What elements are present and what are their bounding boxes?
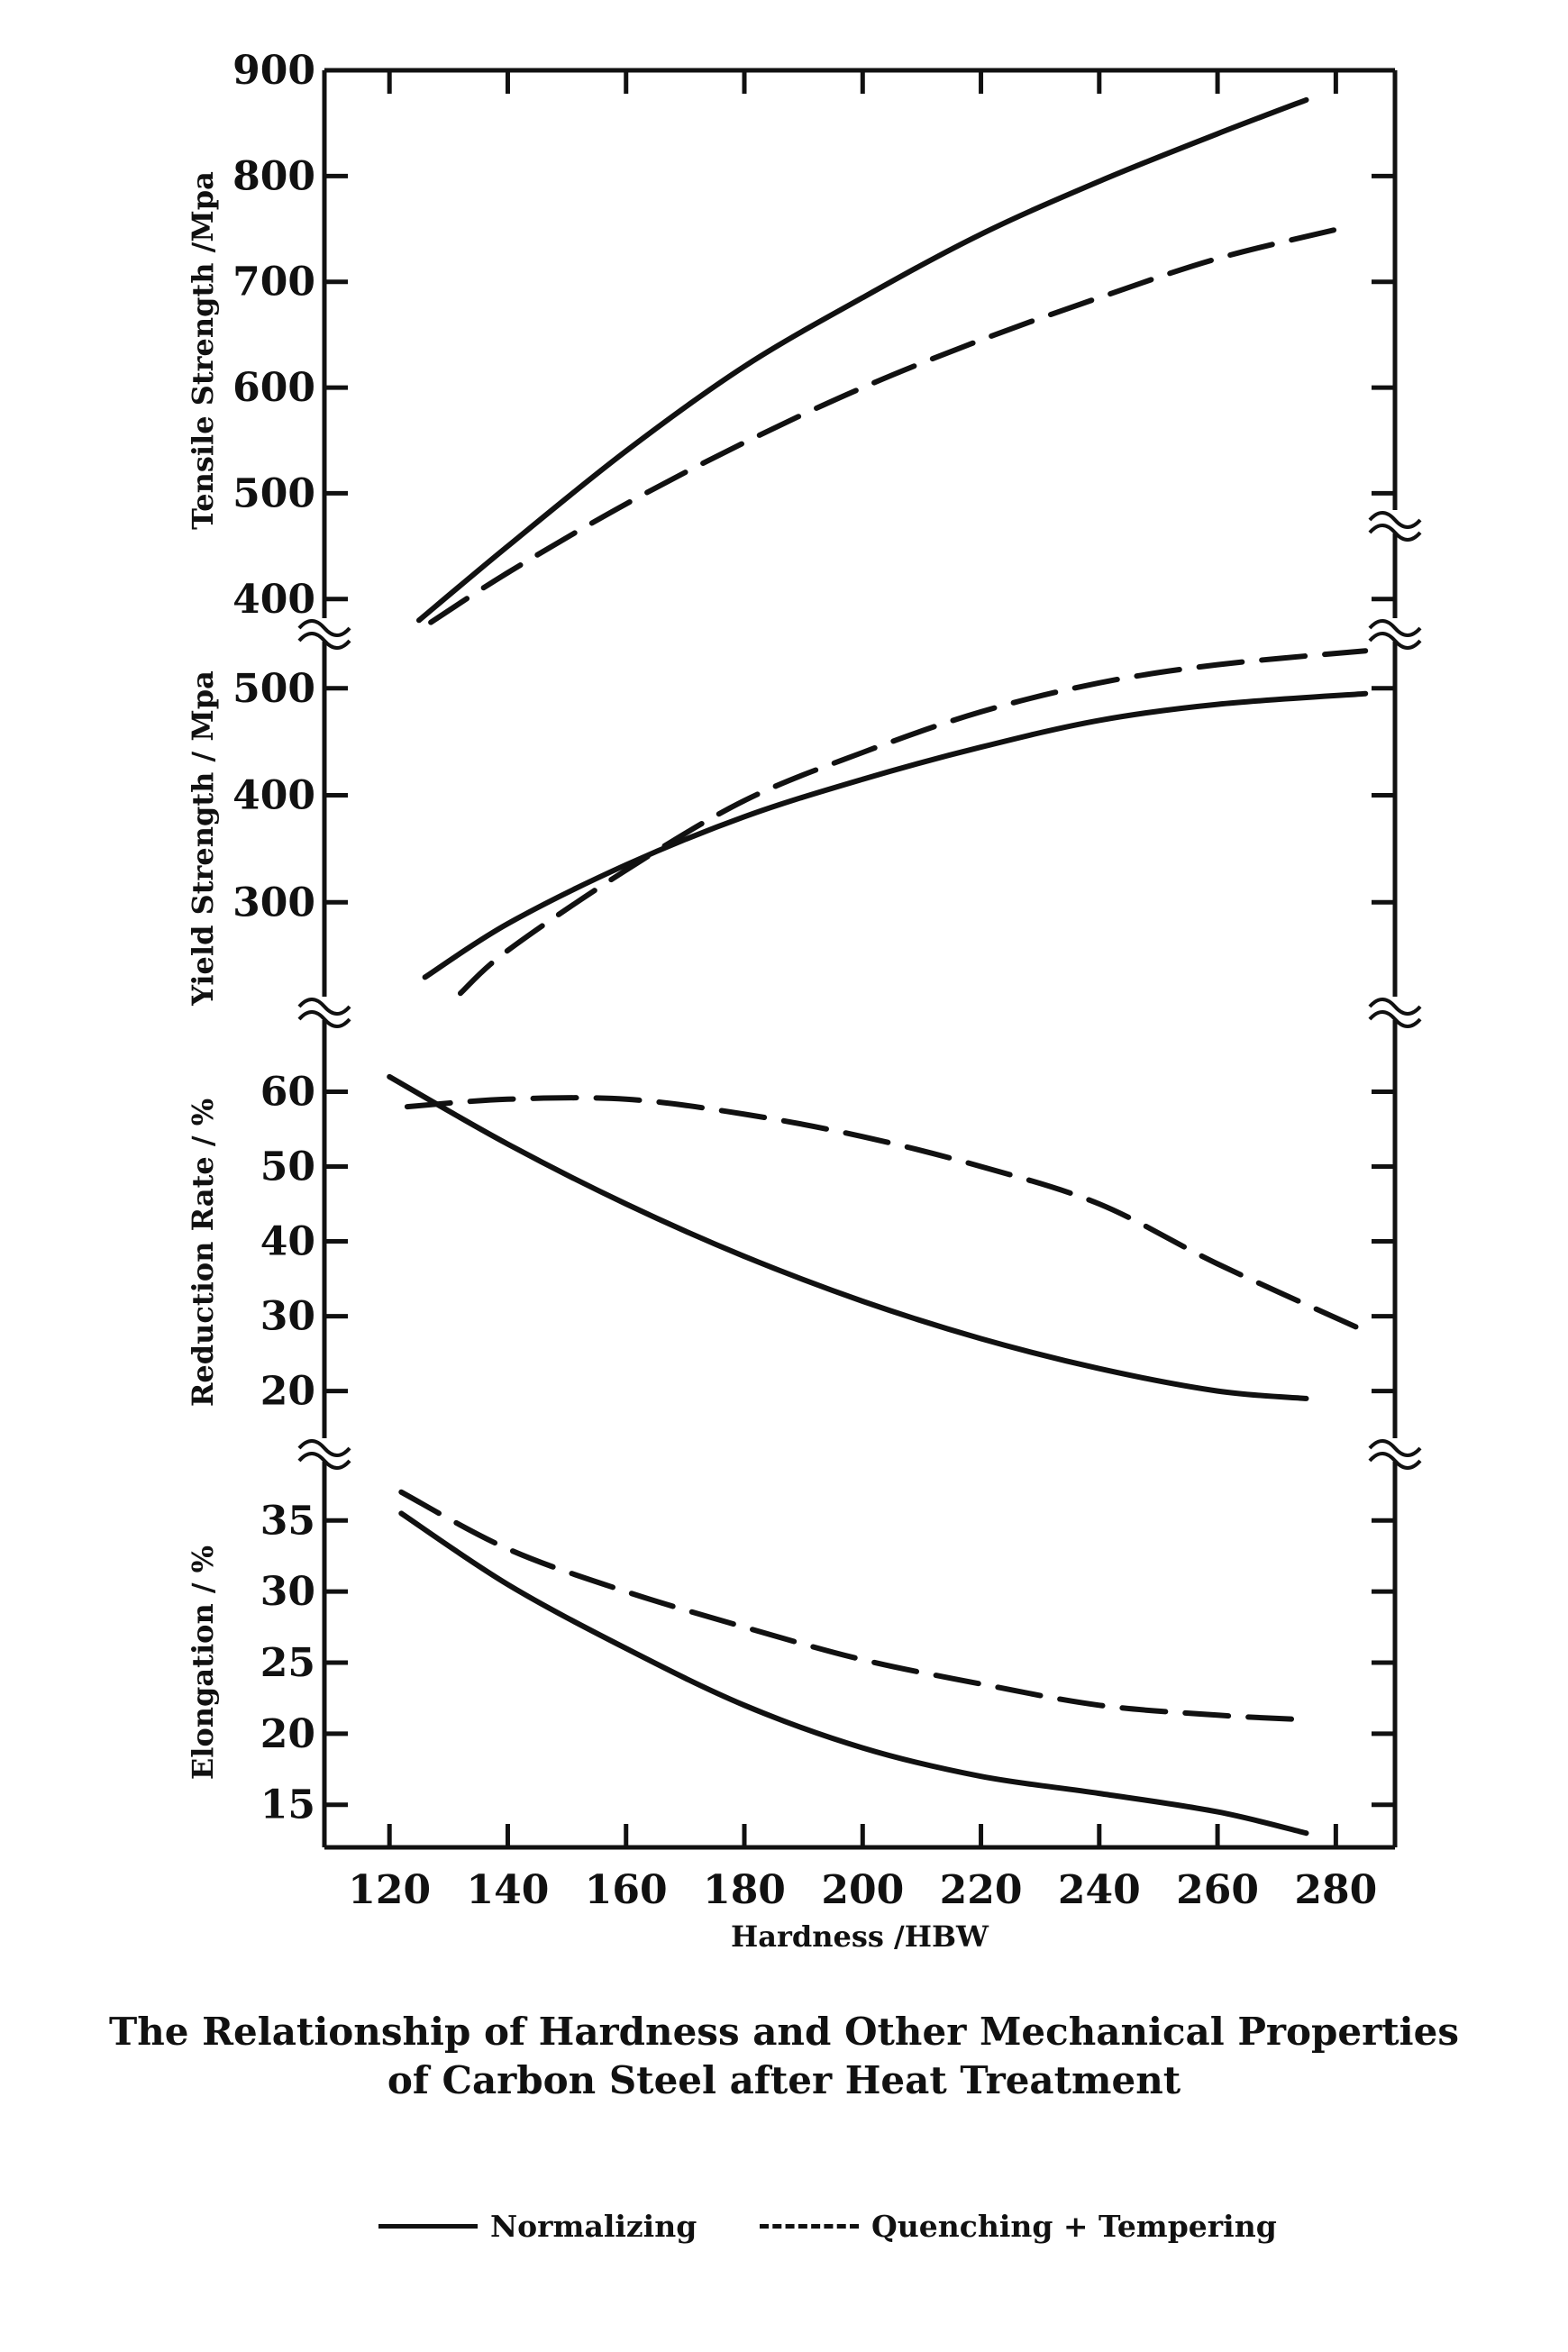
legend-dashed-line-icon bbox=[760, 2223, 859, 2229]
y-axis-title: Yield Strength / Mpa bbox=[186, 670, 220, 1007]
legend-solid-line-icon bbox=[378, 2223, 478, 2229]
x-tick-label: 120 bbox=[348, 1867, 431, 1913]
y-tick-label: 30 bbox=[260, 1294, 315, 1340]
series-line-normalizing bbox=[398, 1510, 1309, 1837]
series-line-quenching-tempering bbox=[458, 648, 1369, 997]
legend-label-normalizing: Normalizing bbox=[490, 2208, 697, 2244]
series-line-quenching-tempering bbox=[428, 223, 1351, 625]
y-tick-label: 800 bbox=[232, 153, 315, 199]
y-tick-label: 400 bbox=[232, 773, 315, 819]
y-tick-label: 25 bbox=[260, 1640, 315, 1686]
x-tick-label: 160 bbox=[585, 1867, 668, 1913]
axis-break-wave bbox=[1368, 524, 1422, 542]
tick-layer bbox=[324, 68, 1395, 1847]
axis-break-wave bbox=[297, 1010, 351, 1028]
y-tick-label: 900 bbox=[232, 48, 315, 94]
axis-breaks bbox=[297, 510, 1422, 1470]
chart-title: The Relationship of Hardness and Other M… bbox=[0, 2008, 1568, 2105]
y-axis-title: Reduction Rate / % bbox=[186, 1099, 220, 1407]
axis-break-wave bbox=[297, 619, 351, 637]
series-line-normalizing bbox=[416, 96, 1309, 624]
axis-break-wave bbox=[1368, 619, 1422, 637]
y-tick-label: 500 bbox=[232, 470, 315, 516]
x-tick-label: 220 bbox=[940, 1867, 1023, 1913]
axis-break-wave bbox=[297, 632, 351, 650]
axis-break-icon bbox=[1368, 997, 1422, 1028]
y-tick-label: 600 bbox=[232, 365, 315, 411]
axis-break-wave bbox=[297, 1439, 351, 1457]
x-tick-label: 200 bbox=[821, 1867, 904, 1913]
label-layer: 120 140 160 180 200 220 240 260 280 Hardness /HBW… bbox=[186, 48, 1377, 1954]
y-tick-label: 40 bbox=[260, 1219, 315, 1265]
y-tick-label: 300 bbox=[232, 880, 315, 925]
axis-break-wave bbox=[1368, 1010, 1422, 1028]
legend-item-normalizing: Normalizing bbox=[378, 2199, 697, 2253]
series-line-quenching-tempering bbox=[398, 1489, 1303, 1723]
axis-break-wave bbox=[1368, 632, 1422, 650]
chart-title-line-1: The Relationship of Hardness and Other M… bbox=[108, 2010, 1459, 2054]
series-line-quenching-tempering bbox=[404, 1095, 1369, 1335]
series-line-normalizing bbox=[387, 1073, 1309, 1401]
axis-break-wave bbox=[1368, 998, 1422, 1016]
axis-break-wave bbox=[1368, 1452, 1422, 1470]
x-tick-label: 140 bbox=[467, 1867, 550, 1913]
axis-break-icon bbox=[297, 618, 351, 650]
legend: Normalizing Quenching + Tempering bbox=[0, 2199, 1568, 2253]
y-tick-label: 30 bbox=[260, 1569, 315, 1615]
y-tick-label: 400 bbox=[232, 577, 315, 623]
series-line-normalizing bbox=[422, 690, 1369, 980]
axis-break-icon bbox=[1368, 1438, 1422, 1470]
x-axis-title: Hardness /HBW bbox=[731, 1919, 989, 1954]
axis-break-wave bbox=[297, 998, 351, 1016]
series-layer bbox=[387, 96, 1369, 1837]
axis-break-wave bbox=[1368, 511, 1422, 529]
x-tick-label: 180 bbox=[703, 1867, 786, 1913]
y-tick-label: 20 bbox=[260, 1711, 315, 1757]
y-tick-label: 60 bbox=[260, 1070, 315, 1116]
y-tick-label: 700 bbox=[232, 260, 315, 305]
x-tick-label: 260 bbox=[1176, 1867, 1259, 1913]
axis-break-wave bbox=[297, 1452, 351, 1470]
axis-break-icon bbox=[297, 997, 351, 1028]
chart-title-line-2: of Carbon Steel after Heat Treatment bbox=[387, 2058, 1181, 2102]
legend-label-quenching-tempering: Quenching + Tempering bbox=[871, 2208, 1277, 2244]
y-tick-label: 20 bbox=[260, 1369, 315, 1415]
axis-break-icon bbox=[1368, 510, 1422, 542]
plot-frame bbox=[322, 68, 1398, 1850]
y-tick-label: 50 bbox=[260, 1144, 315, 1190]
legend-item-quenching-tempering: Quenching + Tempering bbox=[760, 2199, 1277, 2253]
x-tick-label: 240 bbox=[1058, 1867, 1141, 1913]
axis-break-icon bbox=[1368, 618, 1422, 650]
y-tick-label: 35 bbox=[260, 1498, 315, 1544]
y-tick-label: 500 bbox=[232, 666, 315, 712]
y-axis-title: Elongation / % bbox=[186, 1545, 220, 1780]
y-axis-title: Tensile Strength /Mpa bbox=[186, 171, 220, 530]
axis-break-wave bbox=[1368, 1439, 1422, 1457]
x-tick-label: 280 bbox=[1294, 1867, 1377, 1913]
y-tick-label: 15 bbox=[260, 1782, 315, 1828]
axis-break-icon bbox=[297, 1438, 351, 1470]
